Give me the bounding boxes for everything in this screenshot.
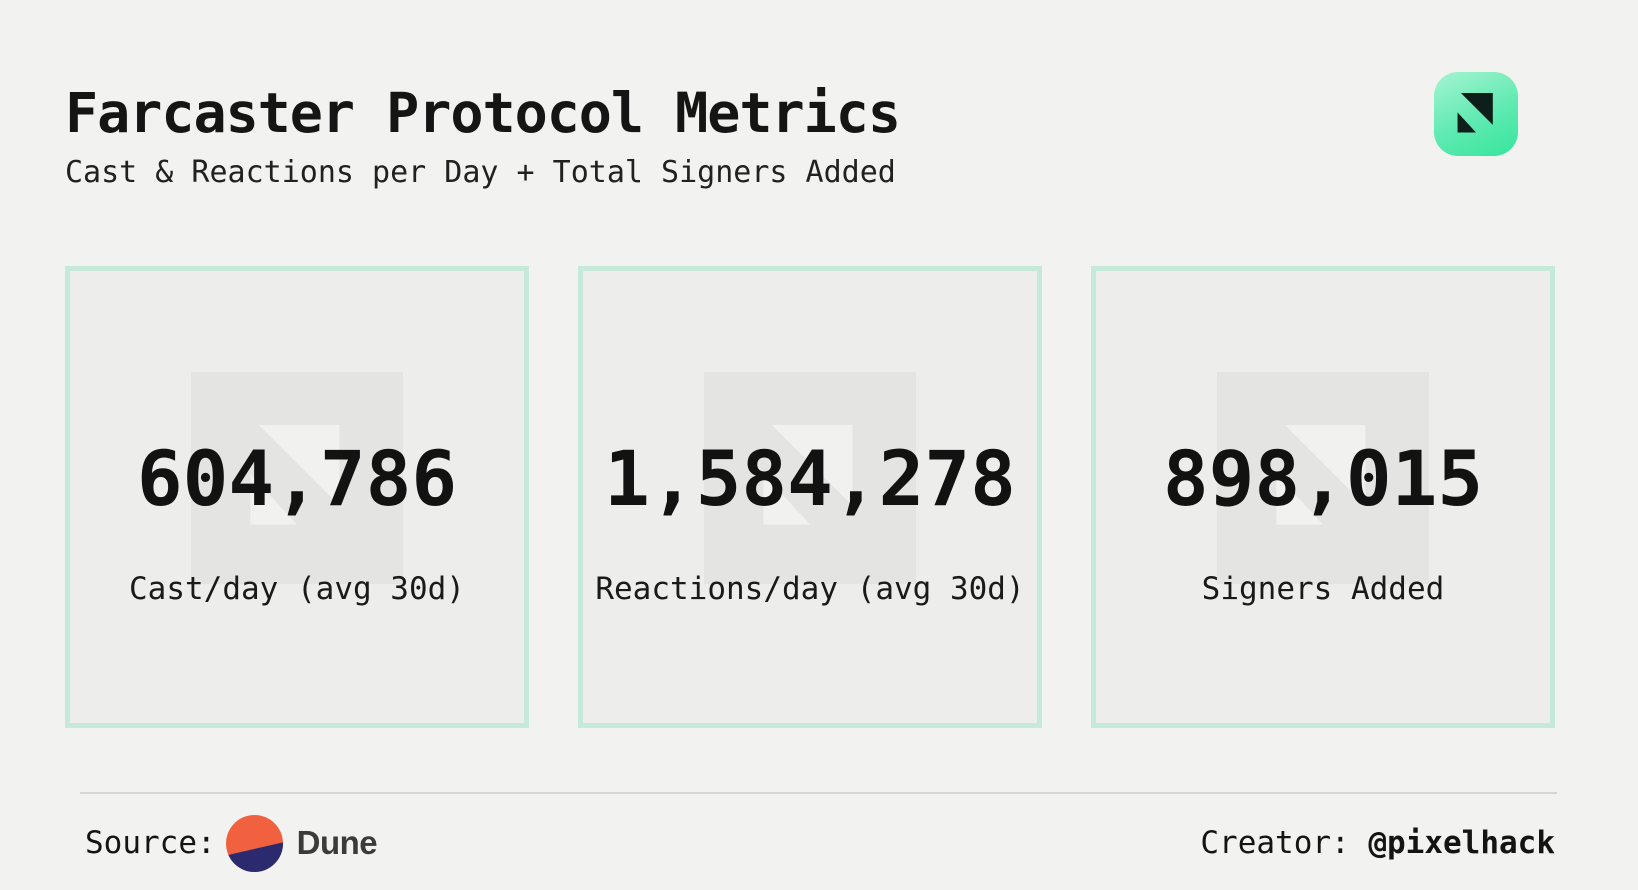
metric-label: Reactions/day (avg 30d) <box>595 571 1025 607</box>
metric-value: 604,786 <box>136 434 458 523</box>
metric-value: 1,584,278 <box>604 434 1016 523</box>
diagonal-n-watermark-icon <box>763 425 853 525</box>
metric-cards-row: 604,786 Cast/day (avg 30d) 1,584,278 Rea… <box>65 266 1555 728</box>
dune-wordmark: Dune <box>296 824 378 861</box>
page-subtitle: Cast & Reactions per Day + Total Signers… <box>65 155 896 190</box>
footer-divider <box>80 792 1557 794</box>
diagonal-n-watermark-icon <box>1276 425 1366 525</box>
metric-card-reactions: 1,584,278 Reactions/day (avg 30d) <box>578 266 1042 728</box>
card-watermark <box>704 372 916 584</box>
metric-label: Signers Added <box>1201 571 1445 607</box>
metric-card-signers: 898,015 Signers Added <box>1091 266 1555 728</box>
diagonal-n-watermark-icon <box>250 425 340 525</box>
metric-label: Cast/day (avg 30d) <box>129 571 465 607</box>
footer: Source: Dune Creator: @pixelhack <box>85 814 1555 872</box>
creator-label: Creator: <box>1200 825 1369 861</box>
dune-logo-icon <box>225 814 283 872</box>
source-label: Source: <box>85 825 216 861</box>
brand-logo <box>1434 72 1518 156</box>
metric-value: 898,015 <box>1162 434 1484 523</box>
source-attribution: Source: Dune <box>85 814 378 872</box>
metric-card-casts: 604,786 Cast/day (avg 30d) <box>65 266 529 728</box>
diagonal-n-logo-icon <box>1457 93 1493 133</box>
card-watermark <box>191 372 403 584</box>
creator-handle: @pixelhack <box>1368 825 1555 861</box>
creator-attribution: Creator: @pixelhack <box>1200 825 1555 861</box>
page-title: Farcaster Protocol Metrics <box>65 81 901 145</box>
card-watermark <box>1217 372 1429 584</box>
